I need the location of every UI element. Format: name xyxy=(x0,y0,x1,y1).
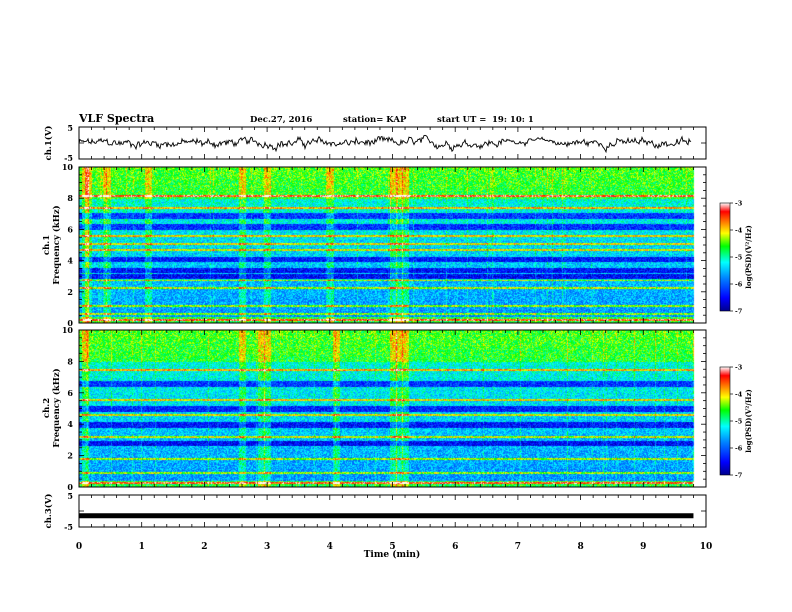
ch3-ylabel: ch.3(V) xyxy=(43,494,54,529)
y-tick-label: 8 xyxy=(67,356,73,366)
ch2-spectrogram-image xyxy=(79,330,706,487)
ch2-spectrogram-ylabel-line1: ch.2 xyxy=(42,398,52,418)
colorbar-tick-label: -4 xyxy=(735,391,743,399)
ch1-waveform-line xyxy=(79,134,692,154)
y-tick-label: 8 xyxy=(67,193,73,203)
date-label: Dec.27, 2016 xyxy=(250,115,313,125)
x-tick-label: 3 xyxy=(264,542,270,552)
ch1-colorbar: -3 -4 -5 -6 -7 log(PSD)(V²/Hz) xyxy=(719,200,753,316)
y-tick-label: 4 xyxy=(67,256,73,266)
start-ut-label: start UT = xyxy=(437,115,487,125)
ch1-spectrogram-ticks xyxy=(78,166,707,324)
ch1-colorbar-label: log(PSD)(V²/Hz) xyxy=(744,225,753,289)
station-label: station= KAP xyxy=(343,115,407,125)
x-tick-label: 4 xyxy=(327,542,333,552)
y-tick-label: 6 xyxy=(67,224,73,234)
y-tick-label: 10 xyxy=(62,325,74,335)
x-axis-ticklabels: 0 1 2 3 4 5 6 7 8 9 10 xyxy=(76,542,712,552)
ch2-spectrogram-ylabel-line2: Frequency (kHz) xyxy=(51,368,62,447)
y-tick-label: 0 xyxy=(67,318,73,328)
ch2-colorbar-label: log(PSD)(V²/Hz) xyxy=(744,389,753,453)
colorbar-tick-label: -3 xyxy=(735,200,743,208)
x-tick-label: 9 xyxy=(640,542,646,552)
y-tick-label: 0 xyxy=(67,482,73,492)
ch1-colorbar-gradient xyxy=(719,202,731,312)
colorbar-tick-label: -6 xyxy=(735,281,743,289)
ch3-ticks xyxy=(78,494,707,528)
colorbar-tick-label: -5 xyxy=(735,254,743,262)
x-tick-label: 10 xyxy=(700,542,713,552)
x-tick-label: 2 xyxy=(201,542,207,552)
y-tick-label: 6 xyxy=(67,388,73,398)
x-tick-label: 5 xyxy=(389,542,395,552)
colorbar-tick-label: -4 xyxy=(735,227,743,235)
ch1-spectrogram-image xyxy=(79,167,706,323)
ch1-waveform-ylabel: ch.1(V) xyxy=(43,126,54,161)
colorbar-tick-label: -3 xyxy=(735,364,743,372)
ch3-ytick-bottom: -5 xyxy=(64,522,73,532)
colorbar-tick-label: -7 xyxy=(735,308,742,316)
ch2-colorbar: -3 -4 -5 -6 -7 log(PSD)(V²/Hz) xyxy=(719,364,753,480)
x-tick-label: 6 xyxy=(452,542,458,552)
x-tick-label: 0 xyxy=(76,542,82,552)
ch1-colorbar-ticks: -3 -4 -5 -6 -7 xyxy=(730,200,743,316)
colorbar-tick-label: -7 xyxy=(735,472,742,480)
colorbar-tick-label: -6 xyxy=(735,445,743,453)
y-tick-label: 10 xyxy=(62,162,74,172)
y-tick-label: 2 xyxy=(67,287,73,297)
ch1-waveform-ticks xyxy=(78,126,707,160)
x-tick-label: 1 xyxy=(139,542,145,552)
ch1-waveform-panel: 5 -5 ch.1(V) xyxy=(43,123,707,163)
ch3-panel: 5 -5 ch.3(V) xyxy=(43,491,707,532)
ch1-spectrogram-yticklabels: 0 2 4 6 8 10 xyxy=(62,162,74,328)
start-ut-value: 19: 10: 1 xyxy=(492,115,534,125)
ch2-spectrogram-ticks xyxy=(78,329,707,488)
ch1-spectrogram-ylabel-line1: ch.1 xyxy=(42,235,52,255)
ch1-spectrogram-panel: 0 2 4 6 8 10 ch.1 Frequency (kHz) xyxy=(42,162,707,328)
x-axis-label: Time (min) xyxy=(364,549,421,560)
x-tick-label: 7 xyxy=(515,542,521,552)
chart-title: VLF Spectra xyxy=(79,112,155,125)
ch2-spectrogram-panel: 0 2 4 6 8 10 ch.2 Frequency (kHz) xyxy=(42,325,707,492)
ch2-spectrogram-yticklabels: 0 2 4 6 8 10 xyxy=(62,325,74,492)
ch1-ytick-bottom: -5 xyxy=(64,153,73,163)
y-tick-label: 4 xyxy=(67,419,73,429)
colorbar-tick-label: -5 xyxy=(735,418,743,426)
ch1-spectrogram-ylabel-line2: Frequency (kHz) xyxy=(51,205,62,284)
ch2-colorbar-gradient xyxy=(719,366,731,476)
y-tick-label: 2 xyxy=(67,451,73,461)
x-tick-label: 8 xyxy=(577,542,583,552)
ch2-colorbar-ticks: -3 -4 -5 -6 -7 xyxy=(730,364,743,480)
ch3-ytick-top: 5 xyxy=(67,491,73,501)
ch1-ytick-top: 5 xyxy=(67,123,73,133)
